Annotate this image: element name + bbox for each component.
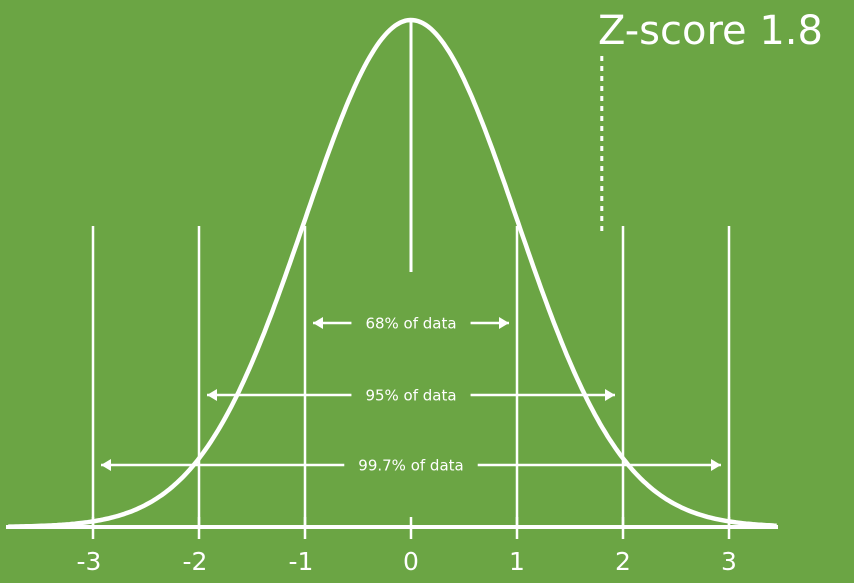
- tick-label: -1: [289, 547, 314, 576]
- arrowhead-right-icon: [499, 317, 509, 329]
- tick-label: 3: [721, 547, 737, 576]
- tick-label: 2: [615, 547, 631, 576]
- tick-label: 1: [509, 547, 525, 576]
- range-label: 95% of data: [365, 387, 456, 405]
- arrowhead-right-icon: [605, 389, 615, 401]
- bell-curve: [8, 17, 777, 529]
- range-arrows: 68% of data 95% of data 99.7% of data: [101, 315, 721, 475]
- range-label: 99.7% of data: [358, 457, 463, 475]
- arrowhead-left-icon: [313, 317, 323, 329]
- tick-labels: -3 -2 -1 0 1 2 3: [77, 547, 737, 576]
- arrowhead-left-icon: [207, 389, 217, 401]
- arrowhead-left-icon: [101, 459, 111, 471]
- range-label: 68% of data: [365, 315, 456, 333]
- axis-ticks: [91, 517, 731, 539]
- sigma-lines: [91, 226, 731, 527]
- zscore-label: Z-score 1.8: [598, 8, 823, 54]
- tick-label: -3: [77, 547, 102, 576]
- tick-label: -2: [183, 547, 208, 576]
- arrowhead-right-icon: [711, 459, 721, 471]
- tick-label: 0: [403, 547, 419, 576]
